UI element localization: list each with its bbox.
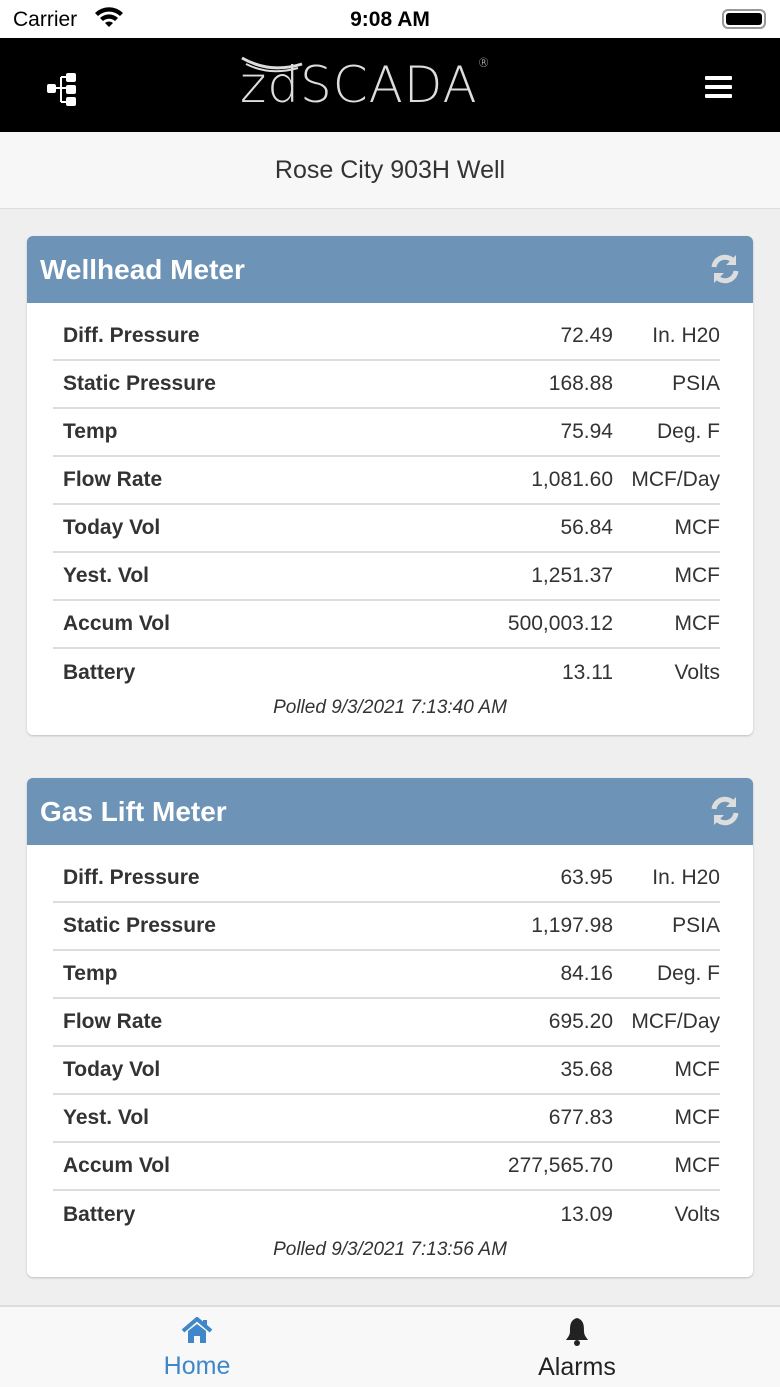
reading-value: 695.20 xyxy=(548,1010,613,1033)
reading-unit: Volts xyxy=(674,1203,720,1226)
reading-value: 13.11 xyxy=(562,661,613,684)
reading-unit: In. H20 xyxy=(652,866,720,889)
tree-structure-icon[interactable] xyxy=(46,72,78,108)
reading-row: Diff. Pressure 63.95 In. H20 xyxy=(53,855,720,903)
reading-label: Diff. Pressure xyxy=(63,866,200,889)
reading-unit: MCF xyxy=(674,612,721,635)
reading-row: Today Vol 35.68 MCF xyxy=(53,1047,720,1095)
polled-timestamp: Polled 9/3/2021 7:13:56 AM xyxy=(273,1239,507,1260)
refresh-icon[interactable] xyxy=(709,253,741,285)
reading-label: Temp xyxy=(63,962,118,985)
tab-home[interactable]: Home xyxy=(97,1307,297,1381)
reading-row: Yest. Vol 677.83 MCF xyxy=(53,1095,720,1143)
reading-label: Flow Rate xyxy=(63,468,163,491)
reading-value: 63.95 xyxy=(560,866,613,889)
meter-card: Wellhead Meter Diff. Pressure 72.49 In. H2… xyxy=(27,236,753,735)
reading-unit: MCF xyxy=(674,1058,721,1081)
reading-row: Today Vol 56.84 MCF xyxy=(53,505,720,553)
reading-unit: Deg. F xyxy=(656,962,720,985)
reading-value: 500,003.12 xyxy=(507,612,613,635)
reading-label: Today Vol xyxy=(63,1058,161,1081)
home-icon xyxy=(181,1316,213,1343)
reading-value: 677.83 xyxy=(548,1106,613,1129)
reading-label: Static Pressure xyxy=(63,372,216,395)
reading-value: 277,565.70 xyxy=(507,1154,613,1177)
tab-alarms[interactable]: Alarms xyxy=(477,1307,677,1382)
status-bar: Carrier 9:08 AM xyxy=(0,0,780,38)
battery-icon xyxy=(722,9,766,29)
reading-unit: Deg. F xyxy=(656,420,720,443)
reading-value: 72.49 xyxy=(560,324,613,347)
bell-icon xyxy=(566,1318,588,1346)
reading-unit: Volts xyxy=(674,661,720,684)
reading-value: 1,197.98 xyxy=(531,914,613,937)
reading-row: Diff. Pressure 72.49 In. H20 xyxy=(53,313,720,361)
card-header: Gas Lift Meter xyxy=(27,778,753,845)
refresh-icon[interactable] xyxy=(709,795,741,827)
card-title: Wellhead Meter xyxy=(40,254,245,285)
reading-row: Battery 13.09 Volts xyxy=(53,1191,720,1239)
polled-timestamp: Polled 9/3/2021 7:13:40 AM xyxy=(273,697,507,718)
reading-row: Flow Rate 1,081.60 MCF/Day xyxy=(53,457,720,505)
clock: 9:08 AM xyxy=(350,8,430,31)
reading-unit: MCF/Day xyxy=(631,468,720,491)
meter-card: Gas Lift Meter Diff. Pressure 63.95 In. H2… xyxy=(27,778,753,1277)
reading-unit: MCF xyxy=(674,1154,721,1177)
reading-unit: MCF xyxy=(674,516,721,539)
tab-bar: Home Alarms xyxy=(0,1305,780,1387)
reading-list: Diff. Pressure 72.49 In. H20 Static Pressur… xyxy=(27,303,753,697)
reading-label: Static Pressure xyxy=(63,914,216,937)
reading-unit: MCF/Day xyxy=(631,1010,720,1033)
registered-mark: ® xyxy=(477,56,491,70)
reading-unit: PSIA xyxy=(672,914,720,937)
reading-value: 1,251.37 xyxy=(531,564,613,587)
reading-value: 13.09 xyxy=(560,1203,613,1226)
reading-row: Temp 84.16 Deg. F xyxy=(53,951,720,999)
reading-row: Yest. Vol 1,251.37 MCF xyxy=(53,553,720,601)
reading-row: Accum Vol 277,565.70 MCF xyxy=(53,1143,720,1191)
reading-label: Yest. Vol xyxy=(63,1106,149,1129)
reading-row: Battery 13.11 Volts xyxy=(53,649,720,697)
wifi-icon xyxy=(95,7,123,27)
reading-label: Diff. Pressure xyxy=(63,324,200,347)
reading-label: Flow Rate xyxy=(63,1010,163,1033)
logo-text: zdSCADA xyxy=(240,56,478,114)
reading-value: 1,081.60 xyxy=(531,468,613,491)
reading-value: 56.84 xyxy=(560,516,613,539)
reading-value: 35.68 xyxy=(560,1058,613,1081)
reading-row: Accum Vol 500,003.12 MCF xyxy=(53,601,720,649)
zdscada-logo: zdSCADA® xyxy=(240,56,491,114)
reading-label: Battery xyxy=(63,1203,136,1226)
page-title: Rose City 903H Well xyxy=(0,132,780,209)
reading-row: Static Pressure 168.88 PSIA xyxy=(53,361,720,409)
tab-home-label: Home xyxy=(163,1352,231,1380)
reading-label: Yest. Vol xyxy=(63,564,149,587)
reading-row: Static Pressure 1,197.98 PSIA xyxy=(53,903,720,951)
tab-alarms-label: Alarms xyxy=(538,1353,616,1381)
reading-unit: PSIA xyxy=(672,372,720,395)
reading-list: Diff. Pressure 63.95 In. H20 Static Pressur… xyxy=(27,845,753,1239)
reading-label: Temp xyxy=(63,420,118,443)
card-header: Wellhead Meter xyxy=(27,236,753,303)
reading-label: Accum Vol xyxy=(63,612,170,635)
carrier-label: Carrier xyxy=(13,8,78,31)
reading-unit: In. H20 xyxy=(652,324,720,347)
reading-value: 84.16 xyxy=(560,962,613,985)
reading-label: Today Vol xyxy=(63,516,161,539)
reading-row: Temp 75.94 Deg. F xyxy=(53,409,720,457)
app-header: zdSCADA® xyxy=(0,38,780,132)
hamburger-menu-icon[interactable] xyxy=(705,76,732,103)
reading-unit: MCF xyxy=(674,564,721,587)
reading-value: 168.88 xyxy=(548,372,613,395)
card-title: Gas Lift Meter xyxy=(40,796,227,827)
reading-label: Battery xyxy=(63,661,136,684)
reading-label: Accum Vol xyxy=(63,1154,170,1177)
reading-value: 75.94 xyxy=(560,420,613,443)
logo-swoosh xyxy=(241,56,303,73)
reading-unit: MCF xyxy=(674,1106,721,1129)
reading-row: Flow Rate 695.20 MCF/Day xyxy=(53,999,720,1047)
